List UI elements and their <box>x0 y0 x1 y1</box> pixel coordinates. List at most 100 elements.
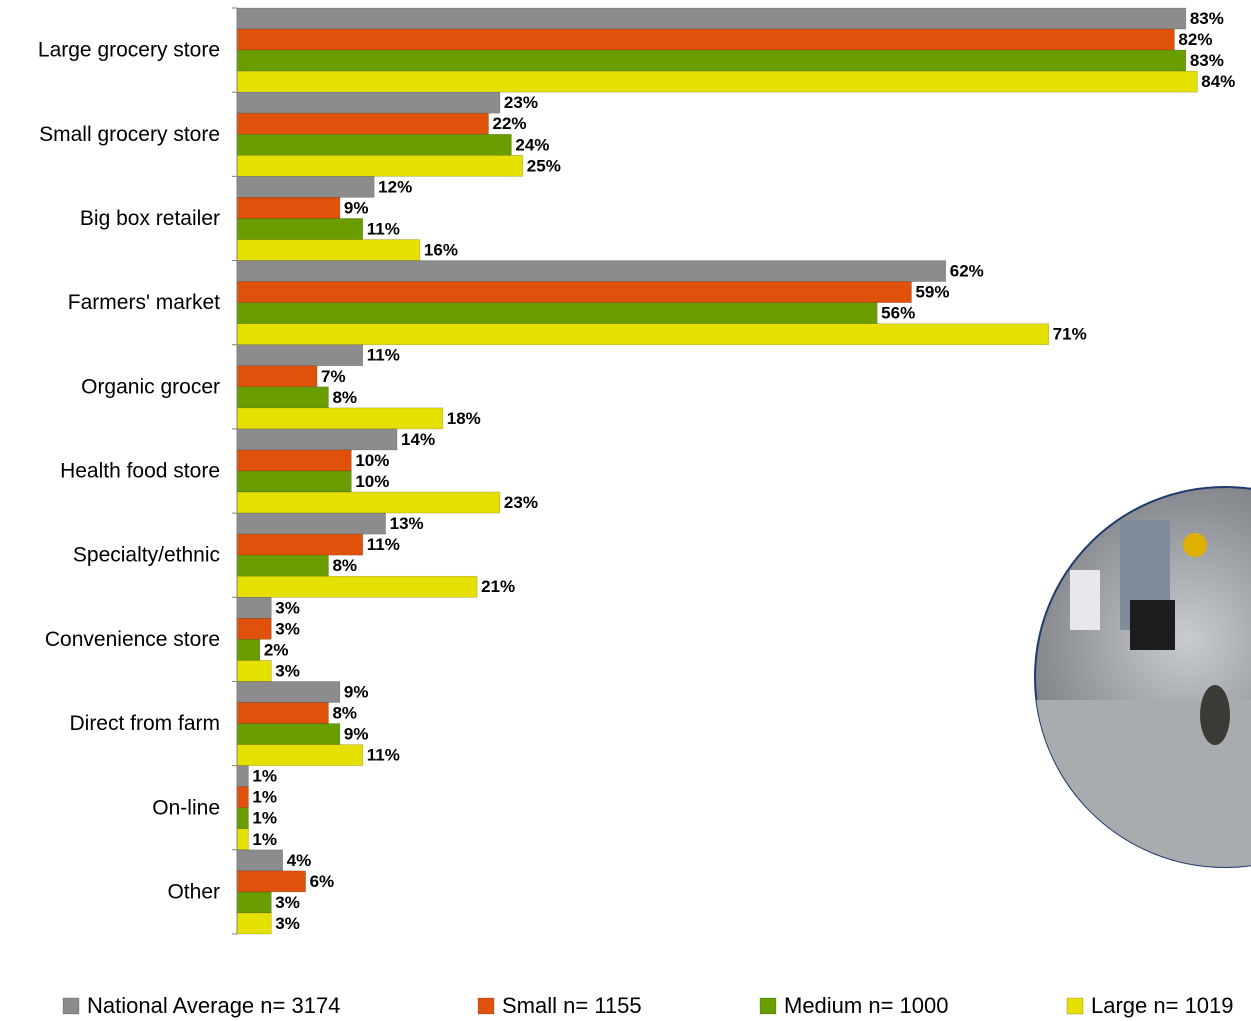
bar <box>237 787 248 808</box>
y-tick-label: Farmers' market <box>68 291 220 314</box>
bar <box>237 618 271 639</box>
value-label: 7% <box>321 367 346 386</box>
legend-swatch <box>63 998 79 1014</box>
value-label: 9% <box>344 725 369 744</box>
bar <box>237 513 386 534</box>
y-tick-label: On-line <box>152 796 220 819</box>
value-label: 3% <box>275 914 300 933</box>
value-label: 8% <box>332 388 357 407</box>
value-label: 24% <box>515 135 549 154</box>
bar <box>237 450 351 471</box>
bar <box>237 724 340 745</box>
value-label: 11% <box>367 746 400 765</box>
bar <box>237 492 500 513</box>
value-label: 84% <box>1201 72 1235 91</box>
value-label: 8% <box>332 704 357 723</box>
value-label: 6% <box>310 872 335 891</box>
bar <box>237 660 271 681</box>
value-label: 8% <box>332 556 357 575</box>
bars <box>237 8 1197 934</box>
bar <box>237 829 248 850</box>
value-label: 59% <box>915 283 949 302</box>
chart: 83% 82% 83% 84% 23% 22% 24% 25% 12% 9% 11% 16% 62%59… <box>0 0 1251 1021</box>
bar <box>237 387 328 408</box>
value-label: 25% <box>527 156 561 175</box>
value-label: 1% <box>252 809 277 828</box>
y-tick-label: Direct from farm <box>69 712 220 735</box>
bar <box>237 197 340 218</box>
value-label: 13% <box>390 514 424 533</box>
value-label: 11% <box>367 535 400 554</box>
value-label: 18% <box>447 409 481 428</box>
value-label: 10% <box>355 451 389 470</box>
bar <box>237 282 911 303</box>
value-label: 1% <box>252 830 277 849</box>
bar <box>237 408 443 429</box>
bar <box>237 429 397 450</box>
bar <box>237 808 248 829</box>
bar <box>237 555 328 576</box>
value-label: 3% <box>275 661 300 680</box>
y-tick-label: Specialty/ethnic <box>73 544 220 567</box>
bar <box>237 745 363 766</box>
bar <box>237 303 877 324</box>
value-label: 10% <box>355 472 389 491</box>
bar <box>237 29 1174 50</box>
y-tick-label: Big box retailer <box>80 207 220 230</box>
bar <box>237 639 260 660</box>
bar <box>237 261 946 282</box>
value-label: 82% <box>1178 30 1212 49</box>
bar <box>237 766 248 787</box>
legend-swatch <box>478 998 494 1014</box>
y-tick-label: Other <box>167 880 220 903</box>
value-label: 3% <box>275 619 300 638</box>
legend-swatch <box>1067 998 1083 1014</box>
bar <box>237 324 1049 345</box>
value-label: 62% <box>950 262 984 281</box>
bar <box>237 155 523 176</box>
bar <box>237 534 363 555</box>
bar <box>237 113 489 134</box>
y-tick-label: Small grocery store <box>39 123 220 146</box>
bar <box>237 345 363 366</box>
photo <box>1035 487 1251 870</box>
bar <box>237 576 477 597</box>
bar <box>237 50 1186 71</box>
bar <box>237 92 500 113</box>
value-label: 71% <box>1053 325 1087 344</box>
bar <box>237 366 317 387</box>
legend-label: National Average n= 3174 <box>87 993 340 1018</box>
value-label: 11% <box>367 219 400 238</box>
value-label: 23% <box>504 93 538 112</box>
legend-swatch <box>760 998 776 1014</box>
value-label: 14% <box>401 430 435 449</box>
bar <box>237 134 511 155</box>
value-label: 1% <box>252 788 277 807</box>
bar <box>237 71 1197 92</box>
bar <box>237 681 340 702</box>
value-label: 23% <box>504 493 538 512</box>
value-label: 9% <box>344 198 369 217</box>
value-label: 3% <box>275 598 300 617</box>
y-tick-label: Organic grocer <box>81 375 220 398</box>
value-label: 83% <box>1190 51 1224 70</box>
value-label: 2% <box>264 640 289 659</box>
legend-label: Small n= 1155 <box>502 993 642 1018</box>
value-label: 83% <box>1190 9 1224 28</box>
bar <box>237 240 420 261</box>
y-tick-label: Convenience store <box>45 628 220 651</box>
bar <box>237 913 271 934</box>
bar <box>237 703 328 724</box>
value-label: 22% <box>493 114 527 133</box>
value-label: 21% <box>481 577 515 596</box>
bar <box>237 892 271 913</box>
value-label: 16% <box>424 241 458 260</box>
y-tick-label: Large grocery store <box>38 39 220 62</box>
bar <box>237 850 283 871</box>
value-label: 56% <box>881 304 915 323</box>
bar <box>237 471 351 492</box>
bar <box>237 597 271 618</box>
legend-label: Large n= 1019 <box>1091 993 1234 1018</box>
value-label: 4% <box>287 851 312 870</box>
value-label: 12% <box>378 177 412 196</box>
